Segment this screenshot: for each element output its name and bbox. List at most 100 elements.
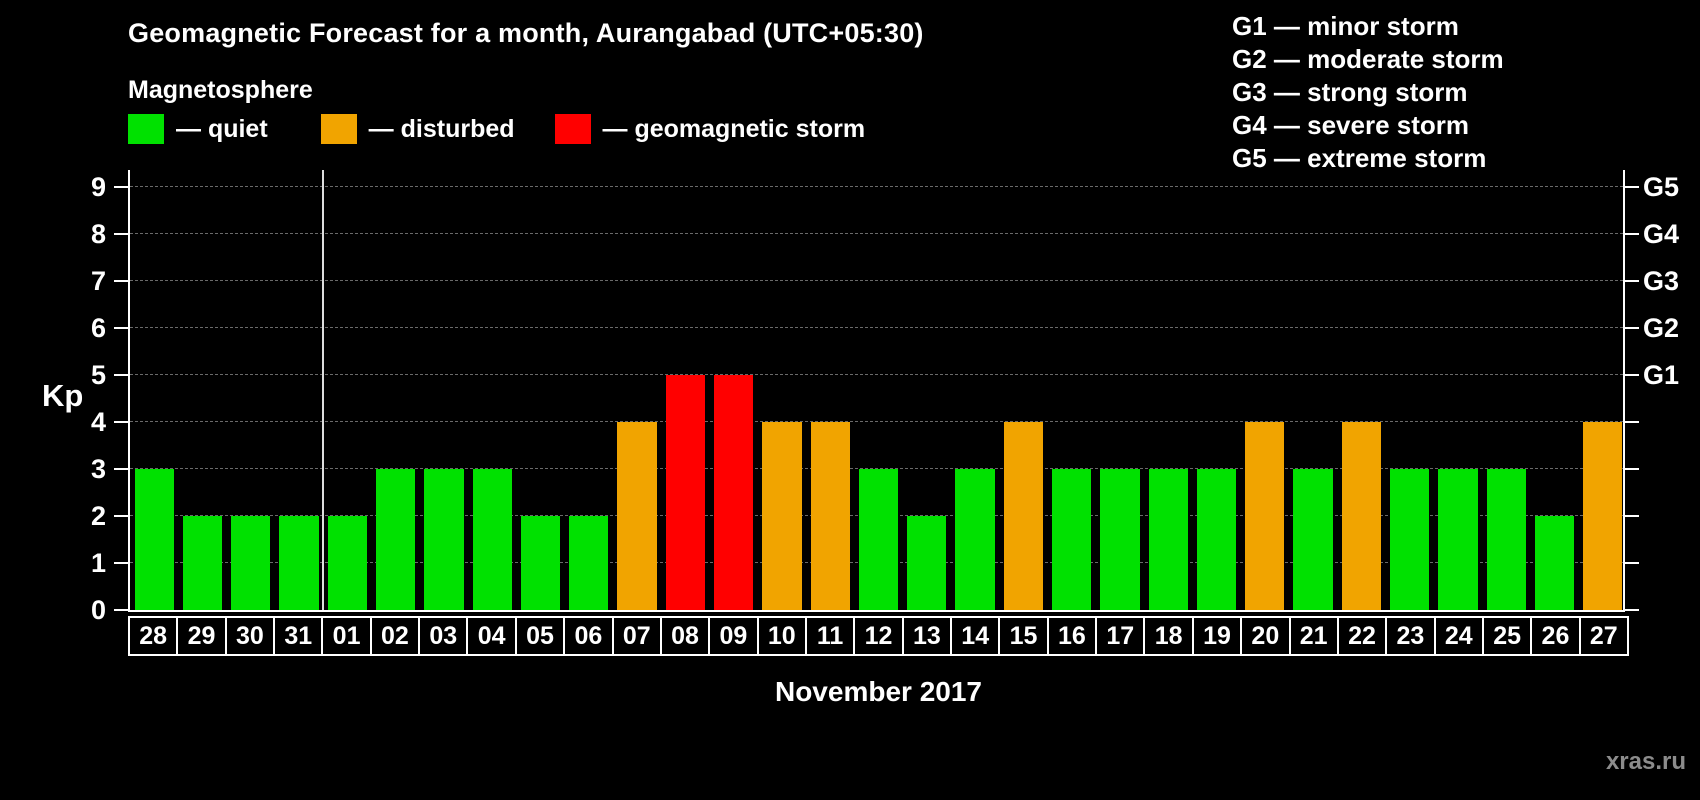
kp-bar-day-20 [1245, 422, 1285, 610]
y-axis-tick-right [1625, 374, 1639, 376]
gridline-kp-7 [130, 280, 1623, 281]
y-axis-tick [114, 327, 128, 329]
y-axis-tick-right [1625, 609, 1639, 611]
y-axis-tick-right [1625, 515, 1639, 517]
g-level-label-g5: G5 [1643, 172, 1680, 202]
kp-bar-day-21 [1293, 469, 1333, 610]
day-label-cell: 28 [130, 618, 177, 654]
day-label-cell: 08 [661, 618, 709, 654]
chart-title: Geomagnetic Forecast for a month, Aurang… [128, 18, 924, 48]
kp-bar-day-11 [810, 422, 850, 610]
day-label-cell: 13 [903, 618, 951, 654]
y-axis-tick-label: 1 [90, 548, 106, 578]
magnetosphere-legend: — quiet — disturbed — geomagnetic storm [128, 114, 865, 144]
y-axis-tick [114, 609, 128, 611]
y-axis-title: Kp [42, 378, 84, 413]
y-axis-tick [114, 233, 128, 235]
g-level-label-g2: G2 [1643, 313, 1680, 343]
g-level-label-g1: G1 [1643, 360, 1680, 390]
legend-item-disturbed: — disturbed [320, 114, 515, 144]
plot-area: 0 1 2 3 4 5 6 7 8 9 G1 G2 G3 G4 G5 [91, 170, 1679, 625]
y-axis-tick [114, 374, 128, 376]
y-axis-tick-right [1625, 327, 1639, 329]
quiet-color-swatch [128, 114, 164, 144]
day-label-cell: 27 [1580, 618, 1627, 654]
kp-bar-day-02 [375, 469, 416, 610]
disturbed-color-swatch [320, 114, 357, 144]
day-label-cell: 16 [1048, 618, 1096, 654]
day-label-cell: 02 [371, 618, 419, 654]
day-label-cell: 25 [1483, 618, 1531, 654]
legend-label-storm: — geomagnetic storm [602, 114, 866, 143]
kp-bar-day-12 [858, 469, 899, 610]
y-axis-tick-right [1625, 233, 1639, 235]
y-axis-tick [114, 468, 128, 470]
g-legend-item-g1: G1 — minor storm [1232, 11, 1459, 41]
y-axis-tick [114, 421, 128, 423]
day-label-cell: 22 [1338, 618, 1386, 654]
day-label-cell: 12 [855, 618, 902, 654]
g-legend-item-g2: G2 — moderate storm [1232, 44, 1504, 74]
day-label-cell: 09 [710, 618, 757, 654]
kp-bar-day-14 [955, 469, 995, 610]
gridline-kp-3 [130, 468, 1623, 469]
y-axis-tick-right [1625, 562, 1639, 564]
kp-bar-day-03 [424, 469, 464, 610]
legend-label-disturbed: — disturbed [368, 114, 515, 143]
y-axis-tick-label: 0 [90, 595, 106, 625]
day-label-cell: 01 [323, 618, 370, 654]
kp-bar-day-01 [327, 516, 367, 610]
day-label-cell: 06 [565, 618, 612, 654]
kp-bar-day-22 [1341, 422, 1382, 610]
day-label-cell: 17 [1097, 618, 1144, 654]
y-axis-tick-label: 2 [90, 501, 106, 531]
gridline-kp-6 [130, 327, 1623, 328]
day-label-cell: 31 [275, 618, 322, 654]
kp-bar-day-15 [1003, 422, 1043, 610]
kp-bar-day-26 [1534, 516, 1575, 610]
kp-bar-day-07 [617, 422, 657, 610]
y-axis-tick-right [1625, 468, 1639, 470]
kp-bar-day-29 [182, 516, 223, 610]
legend-item-quiet: — quiet [128, 114, 268, 144]
x-axis-day-labels: 28 29 30 31 01 02 03 04 05 06 07 08 09 10 11 12 13 14 15 16… [128, 616, 1629, 656]
g-scale-legend: G1 — minor storm G2 — moderate storm G3 … [1232, 10, 1504, 175]
day-label-cell: 21 [1290, 618, 1337, 654]
y-axis-tick-right [1625, 421, 1639, 423]
g-level-label-g3: G3 [1643, 266, 1680, 296]
y-axis-tick-label: 3 [90, 454, 106, 484]
legend-heading: Magnetosphere [128, 76, 313, 104]
y-axis-tick-label: 9 [90, 172, 106, 202]
kp-bar-day-28 [134, 469, 174, 610]
day-label-cell: 03 [420, 618, 467, 654]
day-label-cell: 23 [1387, 618, 1434, 654]
legend-label-quiet: — quiet [176, 114, 268, 143]
day-label-cell: 10 [758, 618, 805, 654]
y-axis-tick-label: 8 [90, 219, 106, 249]
g-legend-item-g5: G5 — extreme storm [1232, 143, 1487, 173]
day-label-cell: 05 [516, 618, 564, 654]
kp-bar-day-13 [907, 516, 947, 610]
day-label-cell: 29 [178, 618, 225, 654]
kp-bar-day-31 [279, 516, 319, 610]
day-label-cell: 26 [1532, 618, 1579, 654]
day-label-cell: 07 [613, 618, 660, 654]
x-axis-title: November 2017 [774, 676, 982, 707]
day-label-cell: 18 [1145, 618, 1192, 654]
g-level-label-g4: G4 [1643, 219, 1680, 249]
y-axis-tick [114, 562, 128, 564]
kp-bar-day-30 [231, 516, 271, 610]
day-label-cell: 14 [952, 618, 999, 654]
day-label-cell: 24 [1435, 618, 1482, 654]
kp-bar-day-25 [1486, 469, 1526, 610]
gridline-kp-9 [130, 186, 1623, 187]
day-label-cell: 04 [468, 618, 515, 654]
kp-bar-day-10 [762, 422, 802, 610]
y-axis-tick-label: 6 [90, 313, 106, 343]
kp-bar-day-23 [1390, 469, 1430, 610]
month-separator-line [322, 170, 325, 610]
y-axis-tick [114, 280, 128, 282]
gridline-kp-8 [130, 233, 1623, 234]
kp-bar-day-04 [472, 469, 512, 610]
